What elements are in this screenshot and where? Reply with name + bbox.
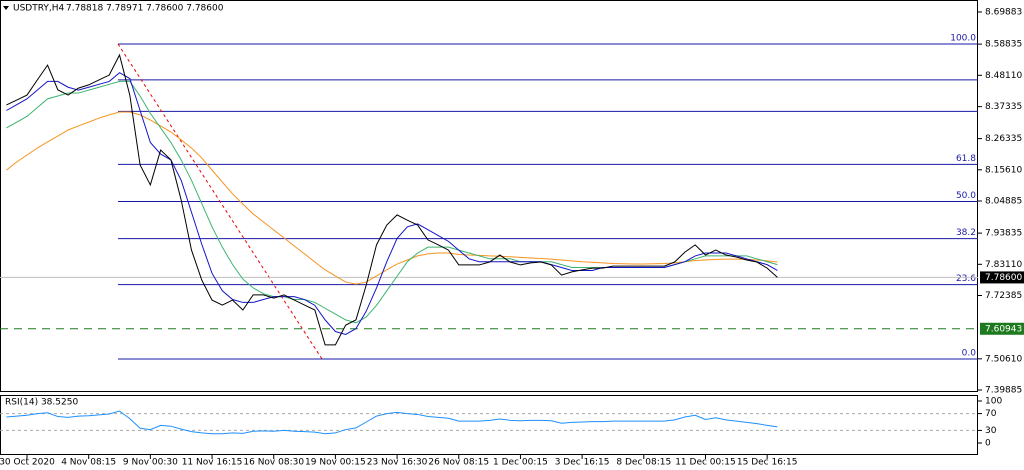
rsi-tick-label: 0 (985, 439, 991, 449)
x-tick-label: 16 Nov 08:30 (243, 458, 304, 468)
x-tick-label: 19 Nov 00:15 (305, 458, 366, 468)
x-tick-label: 1 Dec 00:15 (493, 458, 548, 468)
rsi-tick-label: 100 (985, 397, 1002, 407)
rsi-title: RSI(14) 38.5250 (5, 398, 78, 408)
symbol-title: USDTRY,H4 (13, 4, 65, 14)
rsi-tick-label: 70 (985, 409, 997, 419)
last-price-box (980, 271, 1024, 284)
fib-label: 23.6 (956, 274, 976, 284)
y-tick-label: 7.39885 (985, 386, 1022, 396)
y-tick-label: 7.50610 (985, 354, 1022, 364)
price-line (6, 53, 778, 346)
y-tick-label: 8.58835 (985, 40, 1022, 50)
x-tick-label: 30 Oct 2020 (0, 458, 55, 468)
y-tick-label: 7.72385 (985, 291, 1022, 301)
x-tick-label: 8 Dec 08:15 (616, 458, 671, 468)
main-panel (0, 0, 978, 392)
fib-base (117, 43, 323, 360)
moving-average (6, 72, 778, 335)
support-label: 7.60943 (985, 324, 1022, 334)
fib-label: 38.2 (956, 228, 976, 238)
y-tick-label: 8.26335 (985, 134, 1022, 144)
x-tick-label: 23 Nov 16:30 (367, 458, 428, 468)
y-tick-label: 7.93835 (985, 229, 1022, 239)
x-tick-label: 26 Nov 08:15 (428, 458, 489, 468)
fib-label: 50.0 (956, 191, 976, 201)
rsi-tick-label: 30 (985, 426, 997, 436)
support-box (980, 322, 1024, 335)
x-tick-label: 3 Dec 16:15 (555, 458, 610, 468)
y-tick-label: 8.04885 (985, 196, 1022, 206)
x-tick-label: 11 Nov 16:15 (182, 458, 243, 468)
moving-average (6, 111, 778, 285)
x-tick-label: 4 Nov 08:15 (61, 458, 116, 468)
x-tick-label: 11 Dec 00:15 (675, 458, 736, 468)
ohlc-values: 7.78818 7.78971 7.78600 7.78600 (66, 4, 224, 14)
fib-label: 0.0 (962, 348, 977, 358)
fib-label: 100.0 (950, 33, 976, 43)
y-tick-label: 8.15610 (985, 165, 1022, 175)
moving-average (6, 80, 778, 324)
collapse-icon[interactable] (3, 6, 9, 10)
fib-label: 61.8 (956, 154, 976, 164)
y-tick-label: 8.48110 (985, 71, 1022, 81)
x-tick-label: 9 Nov 00:30 (123, 458, 178, 468)
rsi-line (6, 410, 778, 435)
rsi-panel (0, 395, 978, 455)
x-tick-label: 15 Dec 16:15 (737, 458, 798, 468)
last-price-label: 7.78600 (985, 273, 1022, 283)
y-tick-label: 8.69883 (985, 7, 1022, 17)
y-tick-label: 7.83110 (985, 260, 1022, 270)
y-tick-label: 8.37335 (985, 102, 1022, 112)
